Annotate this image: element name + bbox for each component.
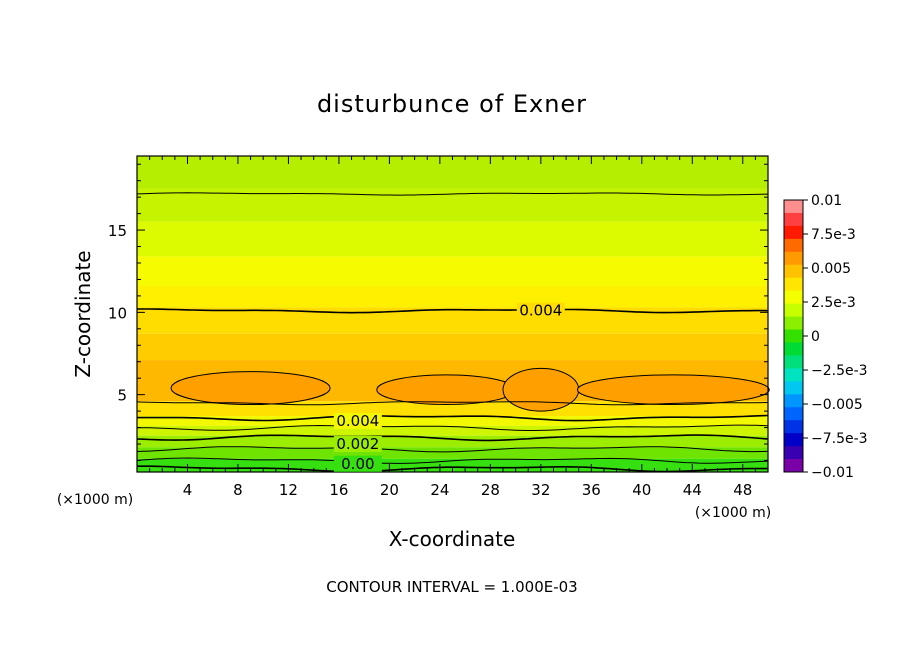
colorbar-swatch-3	[784, 238, 803, 253]
contour-label-2: 0.002	[336, 435, 379, 453]
x-tick-label-3: 16	[329, 481, 348, 499]
x-tick-label-8: 36	[582, 481, 601, 499]
colorbar-swatch-8	[784, 303, 803, 318]
field-band-2	[137, 221, 768, 257]
colorbar-swatch-7	[784, 290, 803, 305]
x-tick-label-9: 40	[632, 481, 651, 499]
field-band-6	[137, 333, 768, 361]
y-tick-label-0: 5	[117, 387, 127, 405]
colorbar-label-5: −2.5e-3	[811, 363, 868, 379]
colorbar-swatch-16	[784, 407, 803, 421]
colorbar-swatch-20	[784, 459, 803, 473]
x-tick-label-6: 28	[481, 481, 500, 499]
x-tick-label-5: 24	[430, 481, 449, 499]
field-band-9	[137, 416, 768, 426]
x-tick-labels: 4 8 12 16 20 24 28 32 36 40 44 48	[183, 481, 753, 499]
colorbar-swatch-18	[784, 433, 803, 447]
field-band-12	[137, 447, 768, 459]
maximum-cells	[170, 367, 770, 412]
x-tick-label-4: 20	[380, 481, 399, 499]
y-axis-label: Z-coordinate	[71, 250, 95, 377]
colorbar-label-8: −0.01	[811, 465, 854, 481]
colorbar-label-3: 2.5e-3	[811, 295, 856, 311]
colorbar-swatch-17	[784, 420, 803, 434]
contour-label-bg-1	[333, 412, 382, 429]
colorbar-label-1: 7.5e-3	[811, 227, 856, 243]
x-axis-label: X-coordinate	[389, 527, 516, 551]
field-band-5	[137, 307, 768, 334]
x-tick-label-2: 12	[279, 481, 298, 499]
contour-label-bg-3	[333, 455, 382, 472]
x-tick-label-1: 8	[233, 481, 243, 499]
colorbar-swatch-15	[784, 394, 803, 408]
plot-area: 0.004 0.004 0.002 0.00	[136, 155, 770, 473]
contour-line-5	[136, 434, 769, 442]
colorbar-label-0: 0.01	[811, 193, 842, 209]
contour-line-4	[137, 424, 769, 431]
contour-line-7	[136, 457, 769, 464]
x-tick-label-10: 44	[683, 481, 702, 499]
contour-line-2	[136, 401, 769, 406]
contour-label-0: 0.004	[519, 302, 562, 320]
chart-title: disturbunce of Exner	[317, 90, 587, 118]
colorbar-swatch-1	[784, 212, 803, 227]
contour-line-6	[136, 446, 769, 453]
x-tick-label-7: 32	[531, 481, 550, 499]
axis-ticks	[137, 156, 768, 472]
field-band-10	[137, 425, 768, 436]
colorbar-label-7: −7.5e-3	[811, 431, 868, 447]
colorbar: 0.01 7.5e-3 0.005 2.5e-3 0 −2.5e-3 −0.005 −7.5e…	[783, 193, 868, 481]
field-band-11	[137, 435, 768, 448]
max-cell-1	[376, 374, 517, 406]
colorbar-swatches	[784, 200, 803, 473]
max-cell-2	[502, 367, 580, 412]
x-tick-label-11: 48	[733, 481, 752, 499]
contour-labels: 0.004 0.004 0.002 0.00	[333, 302, 565, 473]
colorbar-label-2: 0.005	[811, 261, 851, 277]
colorbar-swatch-2	[784, 225, 803, 240]
colorbar-label-6: −0.005	[811, 397, 863, 413]
field-band-3	[137, 256, 768, 287]
contour-label-3: 0.00	[341, 455, 374, 473]
colorbar-swatch-11	[784, 342, 803, 356]
contour-lines	[136, 192, 769, 473]
colorbar-swatch-4	[784, 251, 803, 266]
x-tick-label-0: 4	[183, 481, 193, 499]
colorbar-swatch-0	[784, 200, 803, 214]
field-band-4	[137, 286, 768, 308]
colorbar-label-4: 0	[811, 329, 820, 345]
max-cell-0	[170, 371, 331, 406]
y-tick-label-2: 15	[108, 222, 127, 240]
field-band-0	[137, 156, 768, 189]
max-cell-3	[576, 374, 770, 406]
colorbar-swatch-9	[784, 316, 803, 331]
colorbar-swatch-10	[784, 329, 803, 343]
contour-interval-note: CONTOUR INTERVAL = 1.000E-03	[326, 578, 577, 596]
y-unit-label: (×1000 m)	[57, 492, 133, 508]
x-unit-label: (×1000 m)	[695, 505, 771, 521]
contour-label-1: 0.004	[336, 412, 379, 430]
contour-label-bg-2	[333, 436, 382, 453]
contour-label-bg-0	[516, 302, 565, 319]
colorbar-labels: 0.01 7.5e-3 0.005 2.5e-3 0 −2.5e-3 −0.005 −7.5e…	[803, 193, 868, 481]
contour-line-3	[137, 414, 769, 422]
colorbar-swatch-14	[784, 381, 803, 395]
colorbar-swatch-6	[784, 277, 803, 292]
y-tick-label-1: 10	[108, 304, 127, 322]
colorbar-swatch-13	[784, 368, 803, 382]
contour-line-1	[137, 308, 769, 314]
colorbar-swatch-5	[784, 264, 803, 279]
field-bands	[137, 156, 768, 472]
colorbar-swatch-12	[784, 355, 803, 369]
colorbar-swatch-19	[784, 446, 803, 460]
y-tick-labels: 5 10 15	[108, 222, 127, 405]
contour-line-0	[136, 192, 769, 196]
